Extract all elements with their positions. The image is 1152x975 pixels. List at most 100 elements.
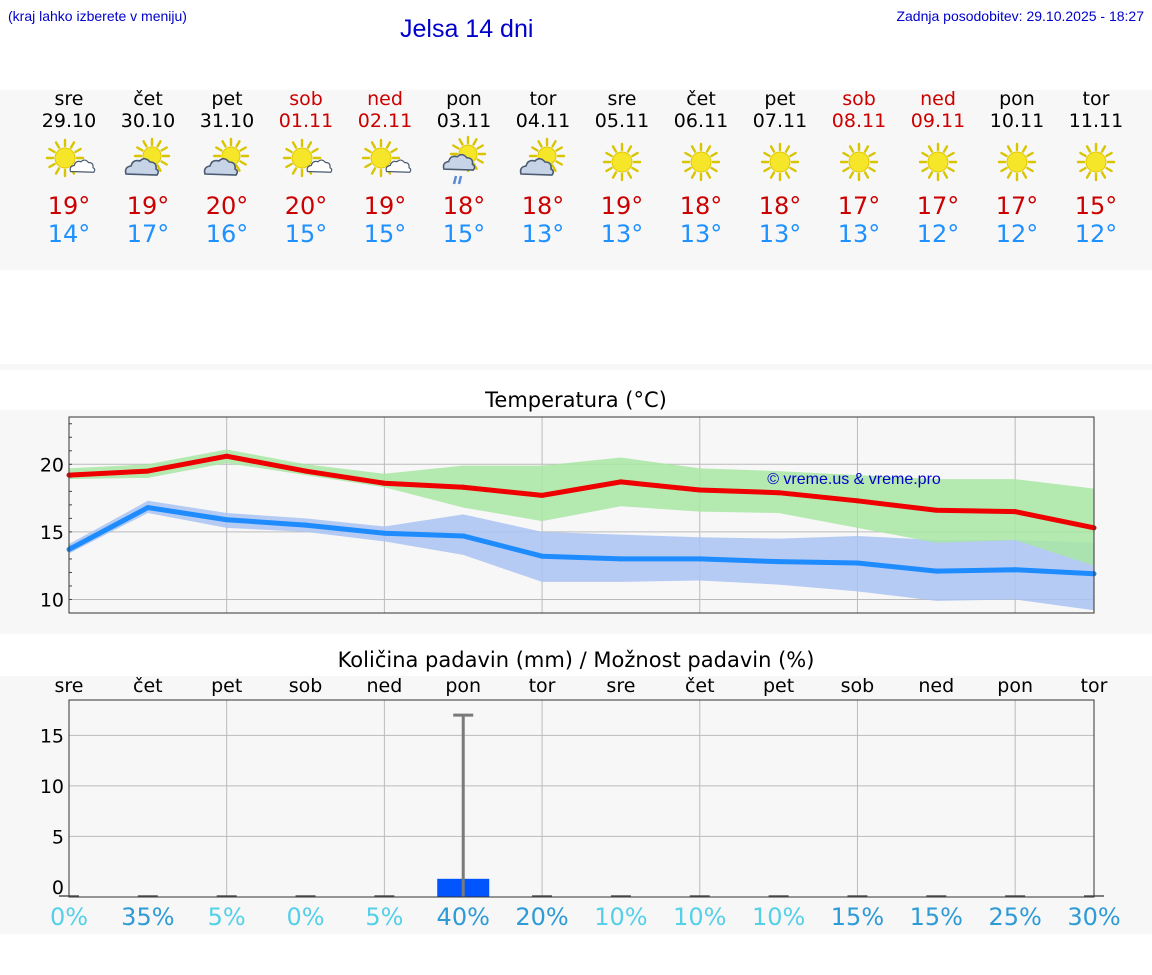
min-temperature: 13° [758,220,802,248]
day-date: 04.11 [515,110,571,132]
sun-icon [661,134,741,192]
sun-cloud-icon [29,134,109,192]
day-date: 29.10 [41,110,97,132]
day-forecast: čet 06.11 18° 13° [661,88,741,248]
day-date: 30.10 [120,110,176,132]
min-point [933,568,939,574]
day-forecast: sre 05.11 19° 13° [582,88,662,248]
max-point [303,468,309,474]
precip-probability: 5% [365,903,404,931]
day-name: pon [446,88,482,110]
divider [0,364,1152,370]
sun-cloud-icon [266,134,346,192]
day-forecast: pon 03.11 18° 15° [424,88,504,248]
max-temperature: 19° [600,192,644,220]
sun-icon [898,134,978,192]
min-temperature: 16° [205,220,249,248]
max-temperature: 20° [284,192,328,220]
y-tick-label: 0 [52,877,64,899]
precip-probability: 15% [830,903,885,931]
day-forecast: tor 04.11 18° 13° [503,88,583,248]
min-point [224,517,230,523]
day-forecast: pon 10.11 17° 12° [977,88,1057,248]
min-temperature: 12° [916,220,960,248]
precip-day-label: pon [445,675,482,697]
day-name: pet [211,88,243,110]
temperature-chart: 10 15 20 © vreme.us & vreme.pro [40,416,1097,614]
precip-day-label: pet [211,675,243,697]
precip-probability: 25% [988,903,1042,931]
min-point [460,533,466,539]
y-tick-label: 20 [40,454,64,476]
min-point [618,556,624,562]
temperature-chart-title: Temperatura (°C) [485,388,667,412]
precip-day-label: tor [528,675,556,697]
y-tick-label: 10 [40,776,64,798]
min-point [145,505,151,511]
precip-day-label: sre [606,675,636,697]
day-date: 09.11 [910,110,966,132]
sun-icon [1056,134,1136,192]
max-point [145,468,151,474]
day-name: sre [54,88,84,110]
cloud-sun-icon [108,134,188,192]
max-temperature: 19° [363,192,407,220]
day-forecast: sob 01.11 20° 15° [266,88,346,248]
min-point [539,553,545,559]
max-temperature: 20° [205,192,249,220]
rain-cloud-sun-icon [424,134,504,192]
day-forecast: pet 07.11 18° 13° [740,88,820,248]
max-point [224,453,230,459]
min-temperature: 15° [284,220,328,248]
precip-probability: 5% [207,903,246,931]
max-temperature: 18° [758,192,802,220]
max-temperature: 17° [916,192,960,220]
min-temperature: 13° [837,220,881,248]
day-name: čet [686,88,716,110]
max-temperature: 17° [837,192,881,220]
min-temperature: 17° [126,220,170,248]
y-tick-label: 5 [52,826,64,848]
day-date: 11.11 [1068,110,1124,132]
sun-icon [819,134,899,192]
precip-probability: 30% [1067,903,1121,931]
day-date: 10.11 [989,110,1045,132]
precip-probability: 15% [909,903,963,931]
day-name: sob [842,88,876,110]
precip-probability: 0% [49,903,89,931]
cloud-sun-icon [187,134,267,192]
sun-cloud-icon [345,134,425,192]
day-name: sre [607,88,637,110]
precip-day-label: ned [918,675,955,697]
max-point [618,479,624,485]
precip-probability: 10% [673,903,727,931]
min-point [697,556,703,562]
min-point [776,559,782,565]
max-point [460,484,466,490]
day-forecast: tor 11.11 15° 12° [1056,88,1136,248]
day-forecast: pet 31.10 20° 16° [187,88,267,248]
last-update: Zadnja posodobitev: 29.10.2025 - 18:27 [896,8,1144,24]
location-menu-hint[interactable]: (kraj lahko izberete v meniju) [8,8,187,24]
precip-day-label: čet [684,675,715,697]
day-name: ned [920,88,956,110]
max-temperature: 17° [995,192,1039,220]
y-tick-label: 15 [40,522,64,544]
max-point [539,492,545,498]
min-temperature: 13° [679,220,723,248]
precip-probability: 20% [515,903,569,931]
day-date: 02.11 [357,110,413,132]
day-name: sob [289,88,323,110]
max-point [1012,509,1018,515]
precip-day-label: pon [997,675,1033,697]
day-date: 08.11 [831,110,887,132]
day-name: tor [1082,88,1110,110]
max-temperature: 15° [1074,192,1118,220]
min-temperature: 14° [47,220,91,248]
daily-forecast: sre 29.10 19° 14° čet 30.10 19° 17° pet 31.10 20° 1… [0,88,1152,268]
precipitation-chart: 0 5 10 15 [40,699,1104,899]
max-temperature-line [68,453,1095,531]
min-temperature: 12° [1074,220,1118,248]
precip-day-label: sre [54,675,84,697]
max-point [697,487,703,493]
